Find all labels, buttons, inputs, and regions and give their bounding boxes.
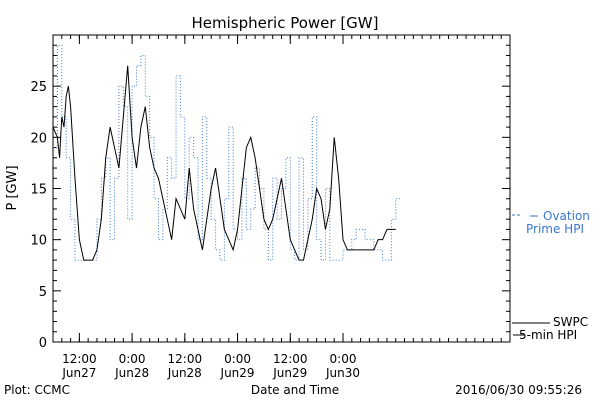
legend-swpc-line2: 5-min HPI [519, 328, 577, 342]
x-tick-time-label: 12:00 [168, 352, 203, 366]
y-tick-label: 15 [30, 183, 47, 198]
y-tick-label: 5 [39, 285, 47, 300]
y-tick-label: 25 [30, 80, 47, 95]
x-tick-time-label: 12:00 [62, 352, 97, 366]
x-tick-date-label: Jun28 [167, 366, 202, 380]
legend-ovation-line1: Ovation [543, 209, 590, 223]
x-tick-time-label: 12:00 [273, 352, 308, 366]
x-tick-date-label: Jun27 [61, 366, 96, 380]
x-tick-time-label: 0:00 [330, 352, 357, 366]
x-tick-time-label: 0:00 [224, 352, 251, 366]
x-tick-date-label: Jun29 [272, 366, 307, 380]
chart-title: Hemispheric Power [GW] [192, 14, 379, 32]
series-layer [52, 44, 401, 261]
x-tick-time-label: 0:00 [119, 352, 146, 366]
x-tick-date-label: Jun29 [220, 366, 255, 380]
timestamp: 2016/06/30 09:55:26 [455, 383, 582, 397]
x-axis-label: Date and Time [251, 383, 339, 397]
x-tick-date-label: Jun30 [325, 366, 360, 380]
y-tick-label: 20 [30, 131, 47, 146]
y-tick-label: 0 [39, 336, 47, 351]
axis-ticks: 051015202512:00Jun270:00Jun2812:00Jun280… [30, 34, 511, 380]
plot-frame [52, 34, 511, 343]
series-ovation-line [53, 44, 401, 261]
series-swpc-line [52, 65, 396, 261]
y-axis-label: P [GW] [5, 165, 20, 210]
legend-ovation-line2: Prime HPI [526, 222, 584, 236]
x-tick-date-label: Jun28 [114, 366, 149, 380]
y-tick-label: 10 [30, 234, 47, 249]
legend-swpc-line1: SWPC [553, 315, 588, 329]
plot-credit: Plot: CCMC [4, 383, 70, 397]
